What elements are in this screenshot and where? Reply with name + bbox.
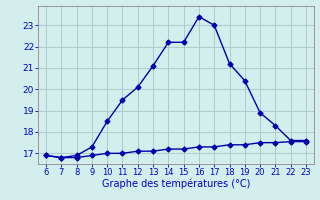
X-axis label: Graphe des températures (°C): Graphe des températures (°C) — [102, 179, 250, 189]
